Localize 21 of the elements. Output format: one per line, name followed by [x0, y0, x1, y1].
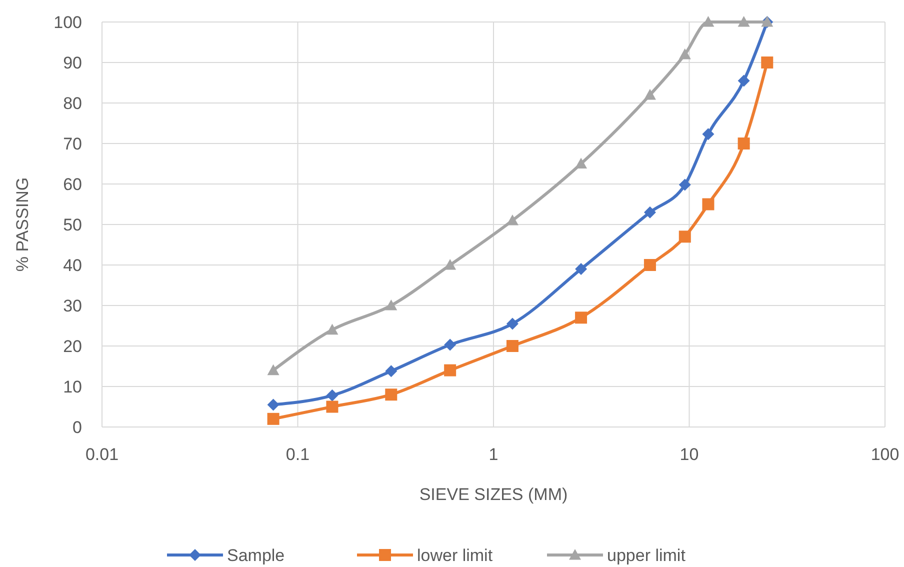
y-tick-label: 20 [63, 336, 82, 356]
y-tick-label: 30 [63, 296, 82, 316]
legend-label: lower limit [417, 546, 493, 565]
y-tick-label: 0 [72, 418, 82, 437]
x-tick-label: 0.01 [85, 445, 119, 464]
x-tick-label: 10 [680, 445, 699, 464]
x-tick-label: 0.1 [286, 445, 310, 464]
y-tick-label: 50 [63, 215, 82, 234]
y-tick-label: 100 [54, 12, 82, 32]
legend-label: upper limit [607, 546, 686, 565]
x-tick-label: 1 [488, 445, 498, 464]
x-axis-title: SIEVE SIZES (MM) [419, 485, 568, 504]
y-tick-label: 70 [63, 134, 82, 154]
y-tick-label: 40 [63, 256, 82, 275]
y-tick-label: 10 [63, 377, 82, 396]
y-tick-label: 60 [63, 174, 82, 194]
y-tick-label: 90 [63, 53, 82, 72]
y-tick-label: 80 [63, 94, 82, 113]
x-tick-label: 100 [870, 445, 900, 464]
y-axis-title: % PASSING [13, 177, 32, 272]
legend-label: Sample [227, 546, 285, 565]
